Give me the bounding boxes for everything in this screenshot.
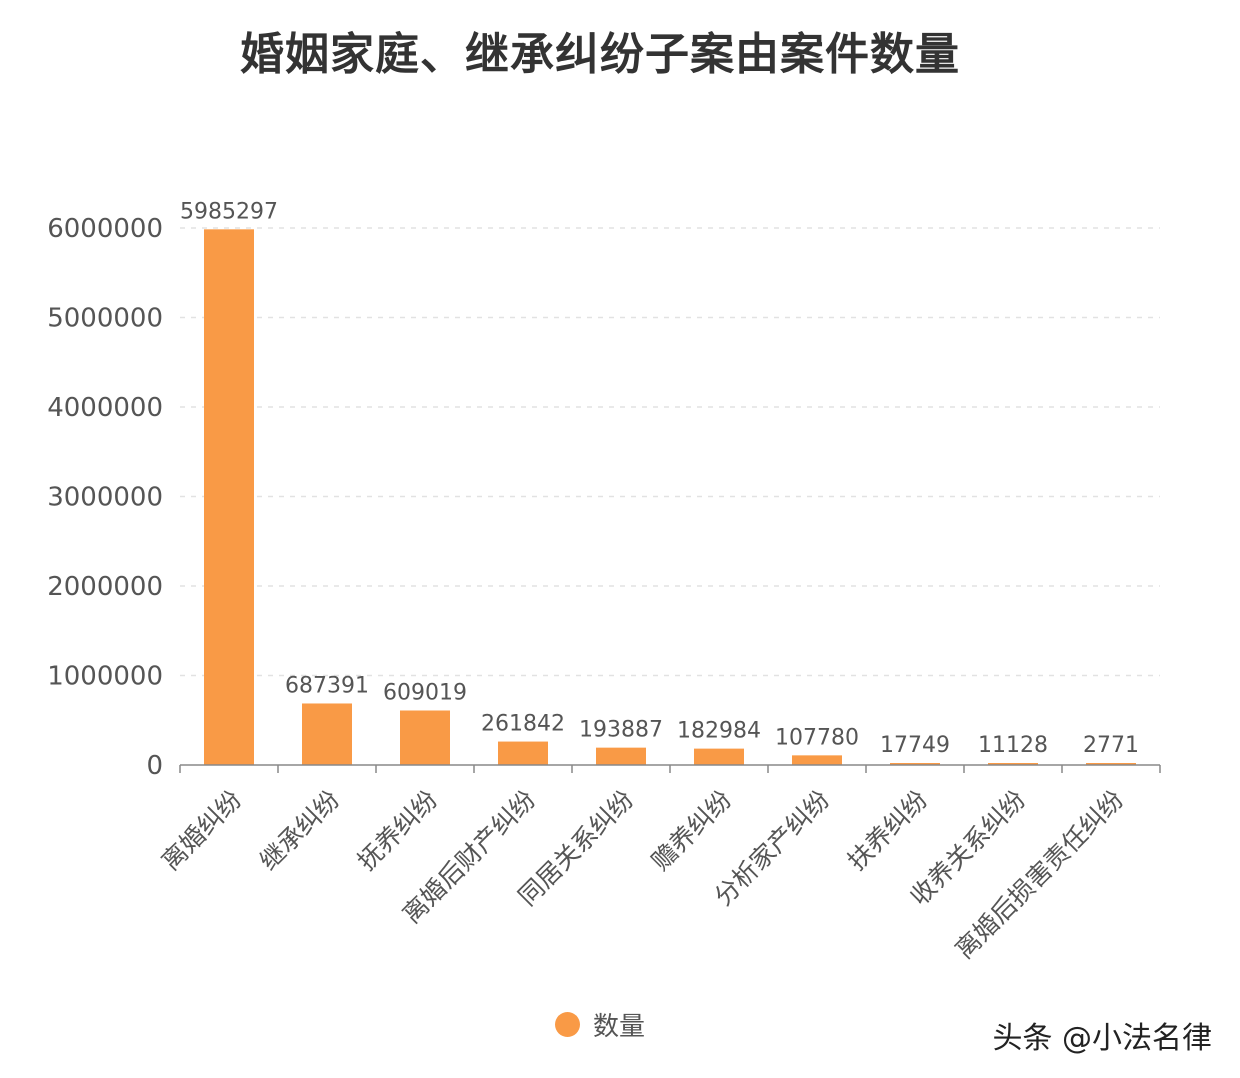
data-label: 182984 [677,719,761,744]
bar[interactable] [1086,763,1136,765]
y-tick-label: 5000000 [47,304,163,334]
bar[interactable] [204,229,254,765]
y-tick-label: 6000000 [47,214,163,244]
data-label: 2771 [1083,733,1139,758]
bar[interactable] [988,763,1038,765]
y-tick-label: 2000000 [47,572,163,602]
data-labels: 5985297 687391 609019 261842 193887 182984 107… [180,199,1139,758]
y-tick-label: 0 [146,751,163,781]
category-label: 离婚纠纷 [156,785,247,876]
data-label: 193887 [579,718,663,743]
bar[interactable] [400,710,450,765]
bar[interactable] [302,703,352,765]
bar[interactable] [498,741,548,765]
category-label: 赡养纠纷 [646,785,737,876]
category-label: 扶养纠纷 [842,785,933,876]
watermark: 头条 @小法名律 [992,1021,1212,1056]
data-label: 609019 [383,680,467,705]
chart-title: 婚姻家庭、继承纠纷子案由案件数量 [240,29,960,80]
data-label: 107780 [775,725,859,750]
data-label: 5985297 [180,199,278,224]
bar[interactable] [890,763,940,765]
category-label: 抚养纠纷 [352,785,443,876]
category-label: 继承纠纷 [254,785,345,876]
bars [204,229,1136,765]
y-axis-ticks: 0 1000000 2000000 3000000 4000000 5000000 6000… [47,214,163,781]
legend-swatch [555,1011,580,1037]
bar[interactable] [596,747,646,765]
legend[interactable]: 数量 [555,1006,645,1042]
data-label: 11128 [978,733,1048,758]
x-axis [179,764,1161,773]
y-tick-label: 4000000 [47,393,163,423]
legend-label: 数量 [593,1011,646,1042]
bar-chart: 0 1000000 2000000 3000000 4000000 5000000 6000… [47,199,1161,965]
data-label: 687391 [285,673,369,698]
bar[interactable] [694,748,744,765]
y-tick-label: 1000000 [47,662,163,692]
grid-lines [180,227,1160,677]
bar[interactable] [792,755,842,765]
y-tick-label: 3000000 [47,483,163,513]
data-label: 261842 [481,712,565,737]
data-label: 17749 [880,733,950,758]
category-label: 离婚后损害责任纠纷 [950,785,1130,965]
